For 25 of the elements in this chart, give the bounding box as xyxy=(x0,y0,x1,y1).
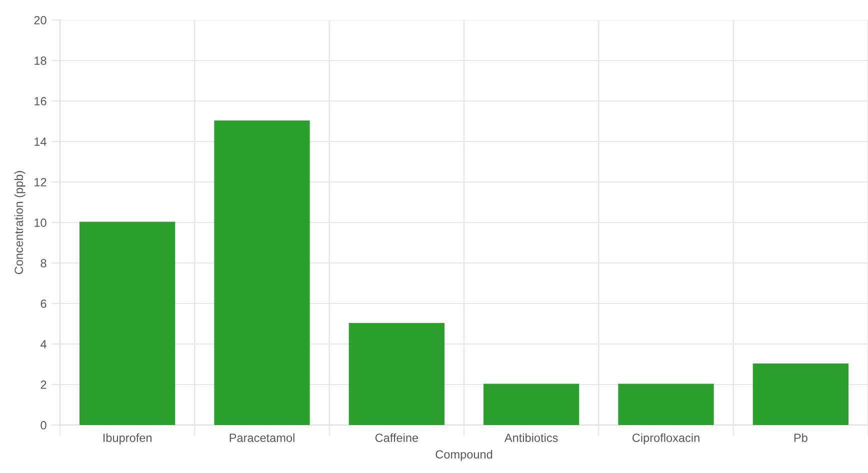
x-tick-label: Paracetamol xyxy=(230,433,294,442)
y-tick-label: 18 xyxy=(34,56,46,65)
y-axis-title: Concentration (ppb) xyxy=(14,171,26,274)
y-tick-label: 12 xyxy=(34,178,46,186)
y-tick-label: 0 xyxy=(40,421,46,430)
bar xyxy=(348,323,444,425)
bar xyxy=(214,120,310,425)
y-tick-label: 4 xyxy=(40,340,46,348)
x-axis-title: Compound xyxy=(436,450,492,461)
y-tick-label: 16 xyxy=(34,97,46,106)
x-tick-label: Ciprofloxacin xyxy=(632,433,700,444)
y-tick-label: 10 xyxy=(34,218,46,227)
bar xyxy=(752,364,848,425)
x-tick-label: Ibuprofen xyxy=(103,433,152,444)
y-tick-label: 6 xyxy=(40,300,46,308)
y-tick-label: 8 xyxy=(40,259,46,268)
bar xyxy=(80,222,176,425)
y-tick-label: 2 xyxy=(40,380,46,389)
x-tick-label: Antibiotics xyxy=(504,433,558,442)
bar xyxy=(618,384,714,425)
x-tick-label: Pb xyxy=(794,433,808,442)
bar xyxy=(484,384,580,425)
y-tick-label: 14 xyxy=(34,138,46,146)
x-tick-label: Caffeine xyxy=(375,433,418,442)
y-tick-label: 20 xyxy=(34,16,46,24)
